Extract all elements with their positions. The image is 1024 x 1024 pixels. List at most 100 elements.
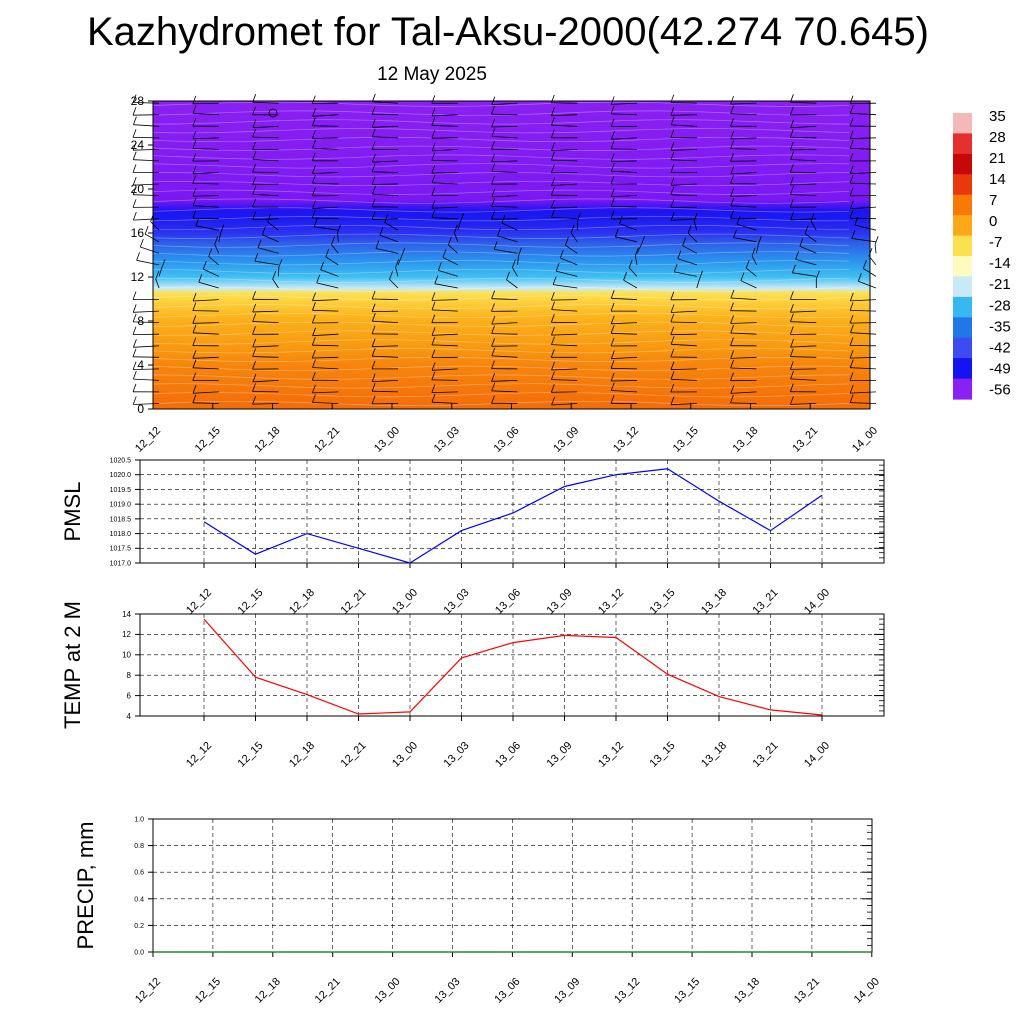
wind-barb-flag xyxy=(491,347,496,357)
y-tick-label: 1020.5 xyxy=(110,457,132,464)
wind-barb xyxy=(792,272,817,277)
wind-barb xyxy=(431,391,458,393)
wind-barb xyxy=(670,102,697,104)
wind-barb xyxy=(491,390,518,393)
wind-barb-flag xyxy=(272,270,277,280)
wind-barb-flag xyxy=(849,384,854,394)
wind-barb-flag xyxy=(252,361,256,370)
colorbar-label: 0 xyxy=(989,213,997,230)
wind-barb-flag xyxy=(379,227,384,236)
wind-barb-flag xyxy=(192,302,197,311)
wind-barb-flag xyxy=(730,140,734,149)
wind-barb-flag xyxy=(730,315,734,324)
wind-barb xyxy=(254,260,279,266)
wind-barb-flag xyxy=(136,252,140,261)
wind-barb-flag xyxy=(857,273,862,282)
wind-barb-flag xyxy=(610,395,615,404)
wind-barb xyxy=(670,368,697,371)
wind-barb-flag xyxy=(371,163,376,172)
wind-barb-flag xyxy=(252,198,256,208)
y-tick-label: 1018.5 xyxy=(110,516,132,523)
wind-barb-flag xyxy=(252,373,257,383)
wind-barb xyxy=(432,149,458,152)
wind-barb xyxy=(551,344,578,347)
wind-barb-flag xyxy=(623,272,627,281)
wind-barb-flag xyxy=(670,361,675,370)
wind-barb xyxy=(491,355,518,358)
colorbar-label: -42 xyxy=(989,339,1011,356)
wind-barb xyxy=(851,238,877,243)
wind-barb-flag xyxy=(730,153,734,162)
isotherm-line xyxy=(152,268,850,275)
wind-barb-flag xyxy=(610,105,615,115)
wind-barb-flag xyxy=(555,262,560,272)
wind-barb xyxy=(491,125,518,128)
wind-barb-flag xyxy=(790,396,794,405)
wind-barb-flag xyxy=(610,315,615,324)
wind-barb-flag xyxy=(493,241,498,250)
wind-barb-flag xyxy=(491,188,496,198)
isotherm-line xyxy=(152,374,850,380)
wind-barb-flag xyxy=(371,348,376,357)
wind-barb xyxy=(312,172,339,174)
isotherm-line xyxy=(152,339,850,345)
colorbar-swatch xyxy=(953,317,972,339)
wind-barb xyxy=(756,244,759,254)
wind-barb xyxy=(133,218,160,221)
wind-barb-flag xyxy=(491,198,495,207)
wind-barb-flag xyxy=(849,165,854,174)
wind-barb xyxy=(312,147,339,150)
isotherm-line xyxy=(152,189,850,195)
wind-barb-flag xyxy=(736,216,741,225)
wind-barb-flag xyxy=(730,350,735,359)
wind-barb-flag xyxy=(491,153,495,163)
wind-barb xyxy=(849,102,877,105)
wind-barb-flag xyxy=(610,302,615,312)
temperature-height-panel: 0 4 8 12 16 20 24 28 12_12 12_15 12_18 12_21 13_00 13… xyxy=(131,93,880,455)
wind-barb xyxy=(556,270,578,277)
wind-barb-flag xyxy=(192,359,197,368)
y-tick-label: 4 xyxy=(137,358,144,372)
wind-barb xyxy=(372,390,399,393)
wind-barb-flag xyxy=(192,350,197,359)
wind-barb-flag xyxy=(311,130,316,139)
wind-barb-flag xyxy=(550,152,555,161)
wind-barb xyxy=(790,101,817,104)
wind-barb-flag xyxy=(506,271,510,280)
wind-barb xyxy=(372,345,399,348)
wind-barb-flag xyxy=(792,264,796,273)
wind-barb-flag xyxy=(849,140,854,149)
wind-barb-flag xyxy=(371,106,376,115)
wind-barb xyxy=(312,206,339,209)
wind-barb-flag xyxy=(337,224,341,233)
wind-barb xyxy=(790,368,817,370)
wind-barb xyxy=(252,159,279,162)
wind-barb-flag xyxy=(491,211,495,220)
wind-barb xyxy=(670,206,697,208)
wind-barb-flag xyxy=(730,394,734,404)
y-tick-label: 1.0 xyxy=(134,816,144,823)
wind-barb xyxy=(491,380,518,382)
wind-barb-flag xyxy=(192,118,197,127)
y-tick-label: 6 xyxy=(127,691,132,700)
wind-barb xyxy=(551,309,578,312)
wind-barb xyxy=(448,244,459,254)
wind-barb xyxy=(570,232,578,243)
wind-barb-flag xyxy=(745,259,750,269)
wind-barb-flag xyxy=(371,395,376,405)
wind-barb xyxy=(208,256,220,266)
x-tick-label: 12_21 xyxy=(339,740,369,770)
wind-barb xyxy=(790,345,817,348)
wind-barb xyxy=(551,379,578,381)
wind-barb xyxy=(730,391,757,394)
wind-barb xyxy=(252,403,279,405)
wind-barb-flag xyxy=(610,360,615,369)
wind-barb xyxy=(670,321,697,323)
wind-barb-flag xyxy=(670,396,675,405)
panel-frame xyxy=(139,459,885,564)
wind-barb xyxy=(158,267,163,277)
wind-barb-flag xyxy=(132,396,137,405)
wind-barb xyxy=(372,101,399,104)
wind-barb-flag xyxy=(751,247,756,257)
